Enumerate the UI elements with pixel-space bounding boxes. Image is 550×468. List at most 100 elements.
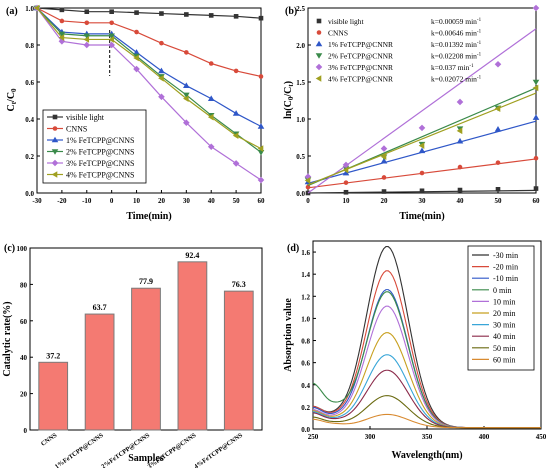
panel-a-point — [83, 33, 91, 40]
panel-a-point — [232, 132, 239, 139]
panel-a-point — [184, 12, 189, 17]
panel-c-category-label: 4%FeTCPP@CNNS — [193, 432, 244, 468]
panel-d-legend-label: 40 min — [493, 332, 515, 341]
panel-c-value-label: 76.3 — [232, 280, 246, 289]
panel-b-y-tick-label: 1.5 — [296, 79, 305, 87]
panel-b-x-tick-label: 0 — [306, 197, 310, 205]
panel-a-point — [158, 67, 165, 74]
panel-a-point — [258, 15, 264, 21]
panel-b-legend-k: k=0.00646 min-1 — [431, 29, 482, 38]
panel-b-point — [304, 177, 311, 184]
panel-d-y-tick-label: 0.8 — [301, 338, 310, 346]
panel-b-y-tick-label: 2.5 — [296, 5, 305, 13]
panel-a-point — [183, 82, 190, 88]
panel-b-point — [495, 160, 501, 165]
panel-a-point — [207, 143, 215, 151]
panel-a-point — [134, 10, 139, 15]
panel-a-legend-marker — [51, 136, 59, 143]
panel-c-value-label: 37.2 — [46, 351, 60, 360]
panel-d-y-tick-label: 1.6 — [301, 249, 310, 257]
panel-b-legend-k-exponent: -1 — [477, 41, 482, 46]
panel-a-point — [108, 41, 115, 49]
panel-d-ylabel: Absorption value — [283, 298, 294, 372]
panel-d-legend: -30 min -20 min -10 min 0 min 10 min 20 min 30… — [467, 245, 535, 371]
panel-c-bar — [38, 361, 69, 431]
panel-a-plot-frame — [36, 7, 262, 194]
panel-a-point — [58, 31, 66, 38]
panel-b-ticks: 0 10 20 30 40 50 60 0.0 0.5 1.0 1.5 2.0 2.5 — [296, 5, 540, 205]
panel-a-point — [258, 74, 264, 79]
panel-b-legend-marker — [315, 40, 323, 47]
panel-c-label: (c) — [4, 243, 15, 254]
panel-c-y-tick-label: 80 — [20, 281, 28, 289]
panel-b-point — [418, 124, 426, 132]
panel-a-point — [207, 95, 215, 101]
panel-b-point — [494, 105, 501, 112]
panel-c-value-label: 77.9 — [139, 277, 153, 286]
panel-a-ylabel: Ct/C0 — [6, 88, 18, 112]
panel-d-y-tick-label: 0.0 — [301, 426, 310, 434]
panel-a-legend-marker — [51, 159, 59, 167]
panel-b-x-tick-label: 20 — [381, 197, 389, 205]
panel-a-y-tick-label: 0.8 — [25, 42, 34, 50]
panel-a-y-tick-label: 1.0 — [25, 5, 34, 13]
panel-d-y-tick-label: 0.6 — [301, 360, 310, 368]
panel-b-legend-k: k=0.02072 min-1 — [431, 75, 482, 84]
panel-b-point — [532, 114, 540, 120]
panel-b-y-tick-label: 0.0 — [296, 190, 305, 198]
panel-a-x-tick-label: 30 — [183, 197, 191, 205]
panel-b-point — [419, 188, 425, 194]
panel-b-legend-marker — [315, 75, 322, 82]
panel-b-point — [380, 145, 388, 152]
panel-b-legend: visible light k=0.00059 min-1 CNNS k=0.0064… — [315, 17, 482, 84]
panel-d-legend-label: -30 min — [493, 251, 518, 260]
panel-a-point — [134, 29, 139, 35]
panel-b-legend-k: k=0.00059 min-1 — [431, 17, 482, 26]
panel-d-y-tick-label: 0.4 — [301, 382, 310, 390]
panel-d-y-tick-label: 1.0 — [301, 315, 310, 323]
panel-a-legend-label: visible light — [66, 113, 105, 122]
panel-a-label: (a) — [6, 6, 18, 17]
panel-a-point — [59, 7, 65, 13]
panel-a-legend-label: 2% FeTCPP@CNNS — [66, 148, 135, 157]
panel-b-point — [494, 60, 502, 68]
panel-b-point — [343, 189, 349, 195]
panel-d-y-tick-label: 1.2 — [301, 293, 310, 301]
panel-a-series-line — [36, 7, 262, 127]
panel-c: (c) 0 20 40 60 80 100 37.2 CNNS 63.7 1%FeTCPP@CN… — [2, 243, 263, 468]
panel-a-point — [257, 150, 265, 156]
panel-a-series-line — [36, 7, 262, 181]
panel-d-x-tick-label: 250 — [308, 433, 319, 441]
panel-b-point — [418, 147, 426, 154]
panel-b-legend-k-exponent: -1 — [477, 30, 482, 35]
panel-b-legend-label: 2% FeTCPP@CNNR — [328, 52, 393, 61]
panel-d-legend-label: 60 min — [493, 355, 515, 364]
panel-d-series — [312, 246, 541, 429]
panel-b-point — [456, 127, 463, 135]
panel-c-bar — [223, 290, 254, 431]
panel-c-y-tick-label: 60 — [20, 318, 28, 326]
panel-b-x-tick-label: 40 — [457, 197, 465, 205]
panel-b-legend-k-exponent: -1 — [469, 64, 474, 69]
panel-b-x-tick-label: 50 — [495, 197, 503, 205]
panel-b-y-tick-label: 2.0 — [296, 42, 305, 50]
panel-d-series-line — [312, 413, 541, 429]
panel-b-legend-k: k=0.037 min-1 — [431, 63, 474, 72]
panel-d-legend-label: 30 min — [493, 321, 515, 330]
panel-a-legend-label: 1% FeTCPP@CNNS — [66, 136, 135, 145]
panel-d-label: (d) — [287, 243, 299, 254]
panel-c-xlabel: Samples — [128, 453, 164, 464]
panel-a-legend-marker — [51, 149, 59, 155]
panel-a-point — [208, 61, 214, 66]
panel-a-point — [84, 20, 90, 26]
panel-a-point — [257, 123, 265, 129]
panel-c-bars: 37.2CNNS63.71%FeTCPP@CNNS77.92%FeTCPP@CN… — [38, 251, 254, 468]
panel-b-point — [381, 189, 387, 194]
panel-c-category-label: CNNS — [40, 432, 59, 448]
panel-d-x-tick-label: 350 — [422, 433, 433, 441]
panel-a-point — [109, 9, 114, 14]
panel-a-point — [133, 54, 139, 62]
panel-d-legend-label: 20 min — [493, 309, 515, 318]
panel-b-label: (b) — [285, 6, 297, 17]
